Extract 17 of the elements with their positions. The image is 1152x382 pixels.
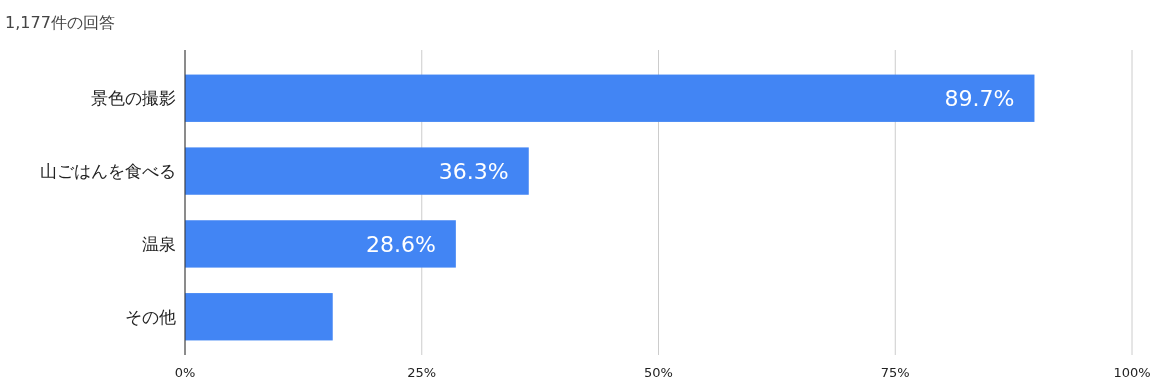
x-tick-label: 50%: [644, 365, 673, 380]
bar: [185, 293, 333, 341]
data-label: 89.7%: [944, 85, 1015, 111]
data-label: 36.3%: [438, 158, 509, 184]
y-tick-label: 山ごはんを食べる: [40, 161, 176, 182]
y-tick-label: 景色の撮影: [91, 88, 176, 109]
x-tick-label: 75%: [880, 365, 910, 380]
bar: [185, 147, 529, 195]
x-tick-label: 100%: [1113, 365, 1151, 380]
y-tick-label: その他: [125, 306, 176, 327]
y-tick-label: 温泉: [142, 233, 176, 254]
chart-title: 1,177件の回答: [5, 13, 115, 32]
x-tick-label: 0%: [174, 365, 196, 380]
bar: [185, 74, 1035, 122]
bar: [185, 220, 456, 268]
x-tick-label: 25%: [407, 365, 437, 380]
data-label: 28.6%: [365, 231, 436, 257]
